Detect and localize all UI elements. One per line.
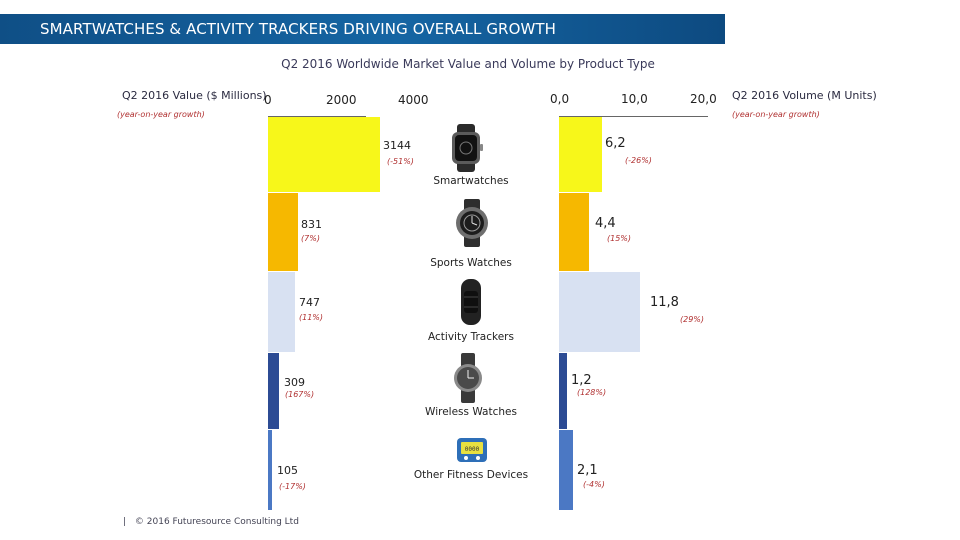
value-label-wireless-watches: 309 bbox=[284, 376, 305, 389]
value-growth-wireless-watches: (167%) bbox=[285, 390, 315, 399]
value-bar-wireless-watches bbox=[268, 353, 279, 429]
value-growth-smartwatches: (-51%) bbox=[387, 157, 414, 166]
footer: | © 2016 Futuresource Consulting Ltd bbox=[123, 517, 299, 527]
smartwatch-icon bbox=[452, 124, 483, 172]
value-growth-sports-watches: (7%) bbox=[301, 234, 320, 243]
fitness-device-icon: 0000 bbox=[457, 438, 487, 462]
volume-growth-other-fitness: (-4%) bbox=[583, 480, 605, 489]
left-axis-label: Q2 2016 Value ($ Millions) bbox=[122, 89, 267, 102]
category-label-sports-watches: Sports Watches bbox=[430, 257, 512, 269]
right-axis-note: (year-on-year growth) bbox=[732, 110, 820, 119]
sports-watch-icon bbox=[456, 199, 488, 247]
left-tick-0: 0 bbox=[264, 93, 272, 107]
category-label-other-fitness: Other Fitness Devices bbox=[413, 469, 529, 481]
activity-tracker-icon bbox=[461, 279, 481, 325]
category-label-activity-trackers: Activity Trackers bbox=[428, 331, 514, 343]
svg-text:0000: 0000 bbox=[465, 446, 480, 453]
right-tick-0: 0,0 bbox=[550, 92, 570, 106]
category-label-wireless-watches: Wireless Watches bbox=[425, 406, 517, 418]
value-growth-other-fitness: (-17%) bbox=[279, 482, 306, 491]
volume-growth-activity-trackers: (29%) bbox=[680, 315, 705, 324]
volume-growth-sports-watches: (15%) bbox=[607, 234, 632, 243]
value-label-sports-watches: 831 bbox=[301, 218, 322, 231]
volume-growth-smartwatches: (-26%) bbox=[625, 156, 652, 165]
right-axis-line bbox=[559, 116, 708, 117]
volume-label-other-fitness: 2,1 bbox=[577, 463, 598, 478]
value-label-smartwatches: 3144 bbox=[383, 139, 411, 152]
value-bar-smartwatches bbox=[268, 117, 380, 192]
value-bar-activity-trackers bbox=[268, 272, 295, 352]
volume-bar-other-fitness-devices bbox=[559, 430, 574, 510]
value-label-activity-trackers: 747 bbox=[299, 296, 320, 309]
volume-bar-smartwatches bbox=[559, 117, 602, 192]
chart-title: Q2 2016 Worldwide Market Value and Volum… bbox=[281, 57, 655, 71]
value-label-other-fitness: 105 bbox=[277, 464, 298, 477]
right-tick-20: 20,0 bbox=[690, 92, 717, 106]
wireless-watch-icon bbox=[454, 353, 482, 403]
left-tick-2000: 2000 bbox=[326, 93, 357, 107]
value-growth-activity-trackers: (11%) bbox=[299, 313, 324, 322]
footer-copyright: © 2016 Futuresource Consulting Ltd bbox=[134, 517, 299, 527]
footer-separator: | bbox=[123, 517, 127, 527]
volume-label-wireless-watches: 1,2 bbox=[571, 373, 592, 388]
volume-label-sports-watches: 4,4 bbox=[595, 216, 616, 231]
volume-label-smartwatches: 6,2 bbox=[605, 136, 626, 151]
value-bar-sports-watches bbox=[268, 193, 298, 271]
volume-label-activity-trackers: 11,8 bbox=[650, 295, 679, 310]
right-axis-label: Q2 2016 Volume (M Units) bbox=[732, 89, 877, 102]
volume-bar-sports-watches bbox=[559, 193, 590, 271]
left-axis-note: (year-on-year growth) bbox=[117, 110, 205, 119]
category-label-smartwatches: Smartwatches bbox=[433, 175, 509, 187]
volume-bar-wireless-watches bbox=[559, 353, 568, 429]
value-bar-other-fitness-devices bbox=[268, 430, 272, 510]
banner-title: SMARTWATCHES & ACTIVITY TRACKERS DRIVING… bbox=[40, 20, 557, 38]
left-tick-4000: 4000 bbox=[398, 93, 429, 107]
volume-bar-activity-trackers bbox=[559, 272, 641, 352]
right-tick-10: 10,0 bbox=[621, 92, 648, 106]
volume-growth-wireless-watches: (128%) bbox=[577, 388, 607, 397]
left-axis-line bbox=[268, 116, 366, 117]
page-banner: SMARTWATCHES & ACTIVITY TRACKERS DRIVING… bbox=[0, 14, 725, 44]
